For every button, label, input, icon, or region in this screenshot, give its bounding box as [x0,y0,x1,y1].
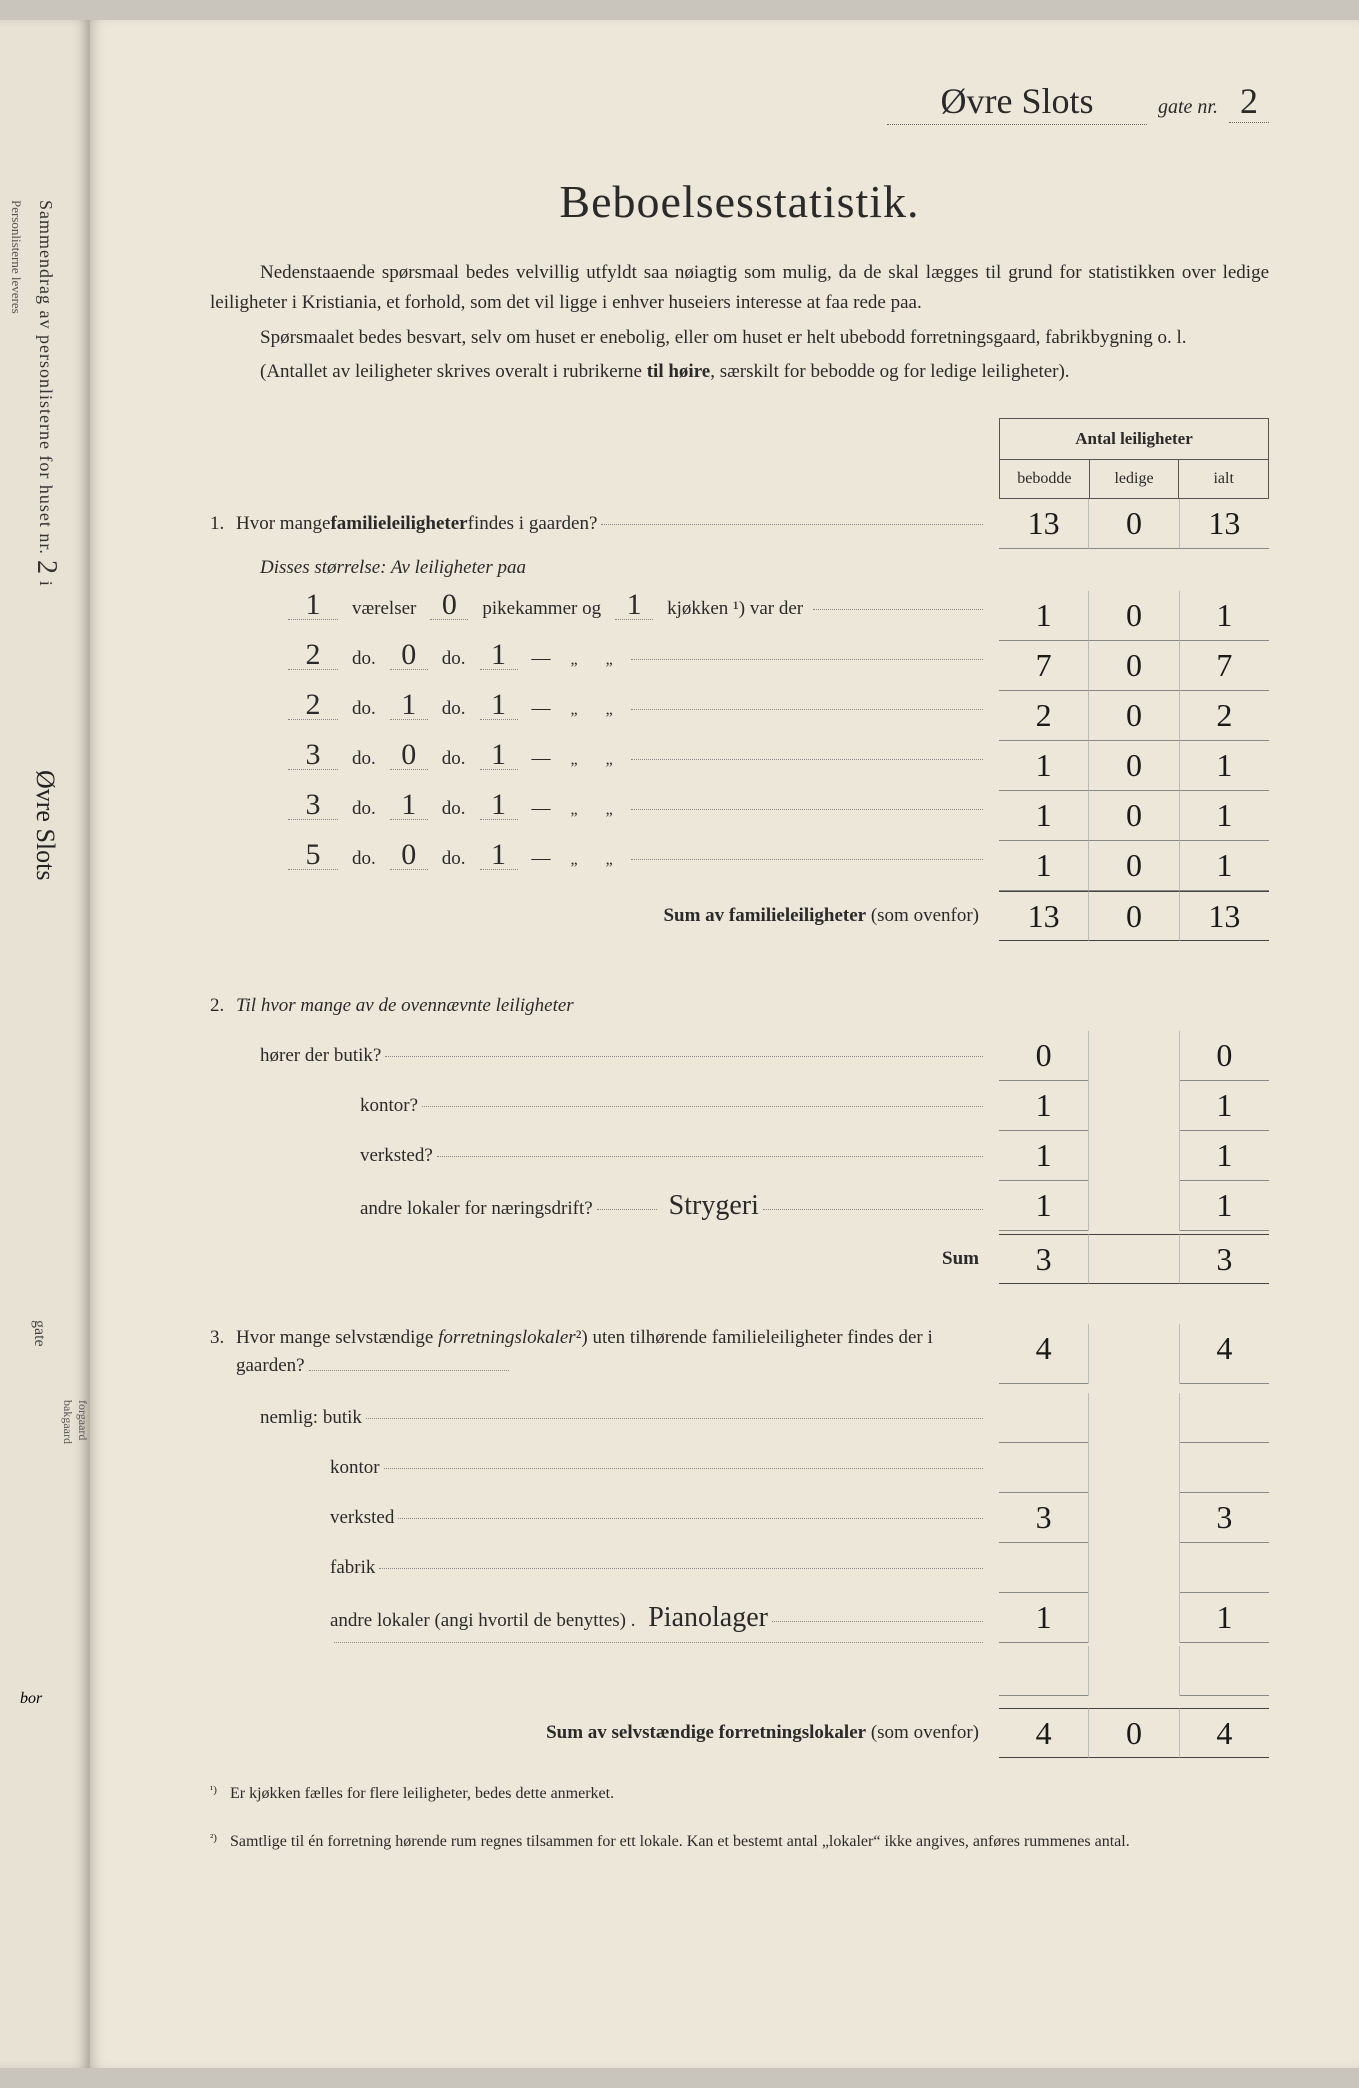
q3-fabrik: fabrik [210,1543,987,1593]
table-title: Antal leiligheter [1000,419,1268,460]
q1-total-l: 0 [1088,499,1179,549]
q2-butik: hører der butik? [210,1031,987,1081]
col-ledige: ledige [1090,460,1180,498]
house-number: 2 [1229,80,1269,123]
stub-forgaard: forgaard bakgaard [60,1400,90,1444]
q3-butik: nemlig: butik [210,1393,987,1443]
q3-sum-label: Sum av selvstændige forretningslokaler (… [210,1708,987,1758]
q3-verksted: verksted [210,1493,987,1543]
intro-text: Nedenstaaende spørsmaal bedes velvillig … [210,258,1269,388]
size-row-1: 1 værelser 0 pikekammer og 1 kjøkken ¹) … [210,591,987,641]
left-page-stub: Personlisterne leveres Sammendrag av per… [0,20,90,2068]
col-bebodde: bebodde [1000,460,1090,498]
street-name: Øvre Slots [887,80,1147,125]
main-page: Øvre Slots gate nr. 2 Beboelsesstatistik… [90,20,1359,2068]
q1-total-b: 13 [999,499,1088,549]
stub-bor: bor [20,1690,42,1708]
q3-top-i: 4 [1180,1324,1269,1384]
q1-total-i: 13 [1180,499,1269,549]
size-row-6: 5do. 0do. 1 —„„ [210,841,987,891]
q2-andre: andre lokaler for næringsdrift? Strygeri [210,1181,987,1234]
q3-sum-i: 4 [1180,1708,1269,1758]
gate-label: gate nr. [1158,96,1218,118]
q1-sub: Disses størrelse: Av leiligheter paa [210,557,1269,579]
q2-sum-label: Sum [210,1234,987,1284]
footnote-2: ²) Samtlige til én forretning hørende ru… [210,1830,1269,1854]
q3-andre: andre lokaler (angi hvortil de benyttes)… [210,1593,987,1646]
q1-sum-b: 13 [999,891,1088,941]
q2-sum-b: 3 [999,1234,1088,1284]
col-ialt: ialt [1179,460,1268,498]
q2-verksted: verksted? [210,1131,987,1181]
q3-sum-l: 0 [1088,1708,1179,1758]
table-header: Antal leiligheter bebodde ledige ialt [999,418,1269,499]
q3-blank [210,1646,987,1647]
q3-sum-b: 4 [999,1708,1088,1758]
q1-sum-i: 13 [1180,891,1269,941]
stub-gate: gate [30,1320,48,1347]
size-row-3: 2do. 1do. 1 —„„ [210,691,987,741]
q3-kontor: kontor [210,1443,987,1493]
page-title: Beboelsesstatistik. [210,175,1269,228]
size-row-5: 3do. 1do. 1 —„„ [210,791,987,841]
header-address: Øvre Slots gate nr. 2 [210,80,1269,125]
q2-kontor: kontor? [210,1081,987,1131]
q2-line: 2. Til hvor mange av de ovennævnte leili… [210,981,1269,1031]
intro-p1: Nedenstaaende spørsmaal bedes velvillig … [210,258,1269,319]
footnote-1: ¹) Er kjøkken fælles for flere leilighet… [210,1782,1269,1806]
size-row-2: 2do. 0do. 1 —„„ [210,641,987,691]
q1-sum-label: Sum av familieleiligheter (som ovenfor) [210,891,987,941]
q2-sum-i: 3 [1180,1234,1269,1284]
q3-line: 3. Hvor mange selvstændige forretningslo… [210,1324,987,1393]
intro-p2: Spørsmaalet bedes besvart, selv om huset… [210,323,1269,353]
q3-top-b: 4 [999,1324,1088,1384]
q1-sum-l: 0 [1088,891,1179,941]
q1-line: 1. Hvor mange familieleiligheter findes … [210,499,987,549]
size-row-4: 3do. 0do. 1 —„„ [210,741,987,791]
stub-main-text: Sammendrag av personlisterne for huset n… [30,200,62,587]
intro-p3: (Antallet av leiligheter skrives overalt… [210,357,1269,387]
stub-street-hand: Øvre Slots [30,770,60,881]
stub-small-text: Personlisterne leveres [8,200,24,314]
